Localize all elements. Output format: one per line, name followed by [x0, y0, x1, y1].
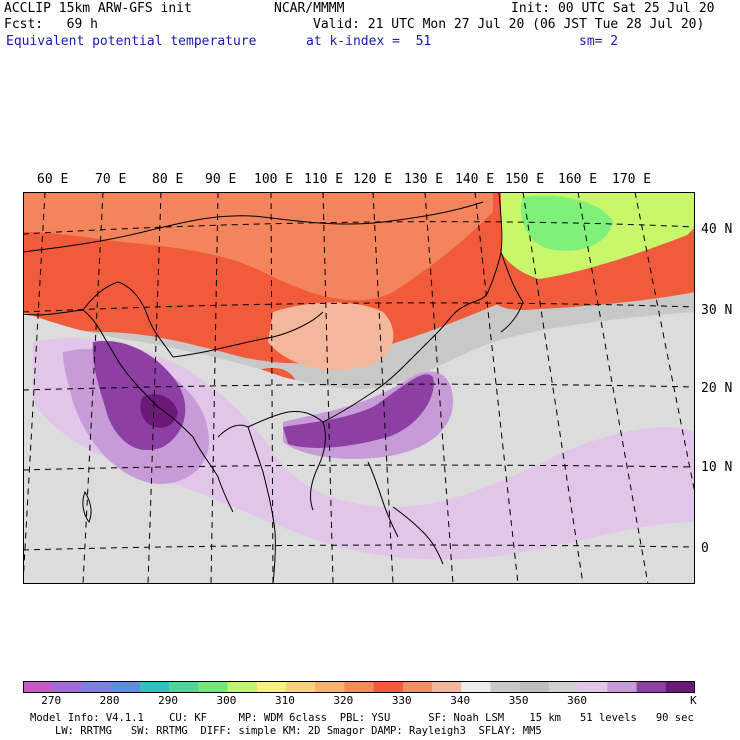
field-purple-east — [283, 374, 434, 448]
colorbar-swatch — [665, 681, 695, 693]
lon-label: 80 E — [152, 172, 184, 187]
colorbar-swatch — [490, 681, 521, 693]
lon-label: 60 E — [37, 172, 69, 187]
lon-label: 110 E — [304, 172, 344, 187]
valid-time: Valid: 21 UTC Mon 27 Jul 20 (06 JST Tue … — [313, 17, 705, 32]
colorbar-swatch — [52, 681, 82, 693]
lat-label: 40 N — [701, 222, 733, 237]
colorbar-swatch — [315, 681, 345, 693]
colorbar-swatch — [256, 681, 287, 693]
lat-label: 10 N — [701, 460, 733, 475]
colorbar-tick-label: 360 — [567, 694, 587, 707]
colorbar-swatch — [139, 681, 170, 693]
forecast-hour: Fcst: 69 h — [4, 17, 98, 32]
colorbar-swatch — [578, 681, 608, 693]
colorbar-swatch — [110, 681, 141, 693]
colorbar-swatch — [23, 681, 53, 693]
lon-label: 90 E — [205, 172, 237, 187]
init-time: Init: 00 UTC Sat 25 Jul 20 — [511, 1, 715, 16]
field-name: Equivalent potential temperature — [6, 34, 257, 49]
colorbar-tick-label: 290 — [158, 694, 178, 707]
colorbar-swatch — [432, 681, 462, 693]
lat-label: 30 N — [701, 303, 733, 318]
lon-label: 70 E — [95, 172, 127, 187]
colorbar-swatch — [373, 681, 404, 693]
field-mild — [268, 302, 394, 371]
theta-e-map — [23, 192, 695, 584]
model-info-line2: LW: RRTMG SW: RRTMG DIFF: simple KM: 2D … — [55, 725, 542, 737]
lon-label: 170 E — [612, 172, 652, 187]
colorbar-swatch — [227, 681, 258, 693]
field-lavender — [33, 338, 695, 560]
lon-label: 150 E — [505, 172, 545, 187]
colorbar-swatch — [402, 681, 433, 693]
colorbar-tick-label: 330 — [391, 694, 412, 707]
colorbar-swatch — [461, 681, 491, 693]
lon-label: 160 E — [558, 172, 598, 187]
lon-label: 100 E — [254, 172, 294, 187]
lon-label: 120 E — [353, 172, 393, 187]
colorbar-tick-label: 310 — [274, 694, 295, 707]
colorbar-swatch — [519, 681, 550, 693]
colorbar — [23, 681, 695, 693]
level-label: at k-index = 51 — [306, 34, 432, 49]
colorbar-tick-label: 320 — [333, 694, 354, 707]
colorbar-swatch — [344, 681, 375, 693]
model-title: ACCLIP 15km ARW-GFS init — [4, 1, 192, 16]
field-deep-purple — [140, 394, 178, 428]
colorbar-swatch — [198, 681, 229, 693]
lon-label: 130 E — [404, 172, 444, 187]
colorbar-tick-label: 340 — [450, 694, 471, 707]
field-warm-band-ne — [492, 232, 695, 310]
colorbar-tick-label: 300 — [216, 694, 237, 707]
lon-label: 140 E — [455, 172, 495, 187]
field-warm — [23, 192, 493, 301]
colorbar-swatch — [548, 681, 579, 693]
map-frame — [23, 192, 695, 584]
lat-label: 20 N — [701, 381, 733, 396]
organization-label: NCAR/MMMM — [274, 1, 345, 16]
colorbar-tick-label: 280 — [99, 694, 120, 707]
colorbar-swatch — [81, 681, 112, 693]
colorbar-swatch — [169, 681, 199, 693]
colorbar-swatch — [607, 681, 638, 693]
smoothing-label: sm= 2 — [579, 34, 619, 49]
colorbar-tick-label: 350 — [508, 694, 529, 707]
coastlines — [23, 192, 524, 584]
colorbar-tick-label: 270 — [41, 694, 62, 707]
lat-label: 0 — [701, 541, 709, 556]
colorbar-swatch — [636, 681, 667, 693]
model-info-line1: Model Info: V4.1.1 CU: KF MP: WDM 6class… — [30, 712, 694, 724]
graticule — [23, 192, 695, 584]
colorbar-swatch — [285, 681, 316, 693]
colorbar-unit: K — [690, 694, 697, 707]
